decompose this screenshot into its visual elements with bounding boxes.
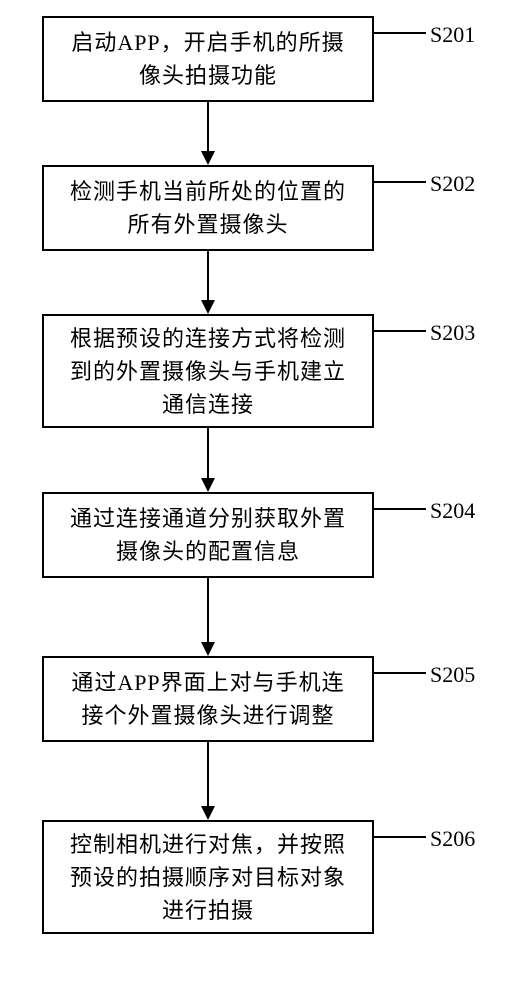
arrow-head-icon	[201, 300, 215, 314]
flow-node-2: 检测手机当前所处的位置的所有外置摄像头	[42, 165, 374, 251]
arrow-line	[207, 251, 209, 302]
step-label-6: S206	[430, 826, 475, 852]
arrow-line	[207, 578, 209, 644]
flow-node-3: 根据预设的连接方式将检测到的外置摄像头与手机建立通信连接	[42, 314, 374, 428]
flow-node-text: 启动APP，开启手机的所摄像头拍摄功能	[60, 26, 356, 92]
label-connector	[374, 508, 426, 510]
flowchart-container: 启动APP，开启手机的所摄像头拍摄功能 S201 检测手机当前所处的位置的所有外置摄…	[0, 0, 518, 1000]
flow-node-text: 通过连接通道分别获取外置摄像头的配置信息	[60, 502, 356, 568]
arrow-line	[207, 428, 209, 480]
label-connector	[374, 672, 426, 674]
arrow-head-icon	[201, 151, 215, 165]
label-connector	[374, 330, 426, 332]
flow-node-text: 通过APP界面上对与手机连接个外置摄像头进行调整	[60, 666, 356, 732]
step-label-3: S203	[430, 320, 475, 346]
arrow-head-icon	[201, 642, 215, 656]
step-label-2: S202	[430, 171, 475, 197]
flow-node-text: 控制相机进行对焦，并按照预设的拍摄顺序对目标对象进行拍摄	[60, 828, 356, 927]
flow-node-1: 启动APP，开启手机的所摄像头拍摄功能	[42, 16, 374, 102]
label-connector	[374, 836, 426, 838]
step-label-4: S204	[430, 498, 475, 524]
label-connector	[374, 32, 426, 34]
flow-node-6: 控制相机进行对焦，并按照预设的拍摄顺序对目标对象进行拍摄	[42, 820, 374, 934]
step-label-5: S205	[430, 662, 475, 688]
arrow-line	[207, 102, 209, 153]
flow-node-text: 检测手机当前所处的位置的所有外置摄像头	[60, 175, 356, 241]
arrow-head-icon	[201, 806, 215, 820]
flow-node-text: 根据预设的连接方式将检测到的外置摄像头与手机建立通信连接	[60, 322, 356, 421]
flow-node-4: 通过连接通道分别获取外置摄像头的配置信息	[42, 492, 374, 578]
flow-node-5: 通过APP界面上对与手机连接个外置摄像头进行调整	[42, 656, 374, 742]
label-connector	[374, 181, 426, 183]
arrow-head-icon	[201, 478, 215, 492]
arrow-line	[207, 742, 209, 808]
step-label-1: S201	[430, 22, 475, 48]
